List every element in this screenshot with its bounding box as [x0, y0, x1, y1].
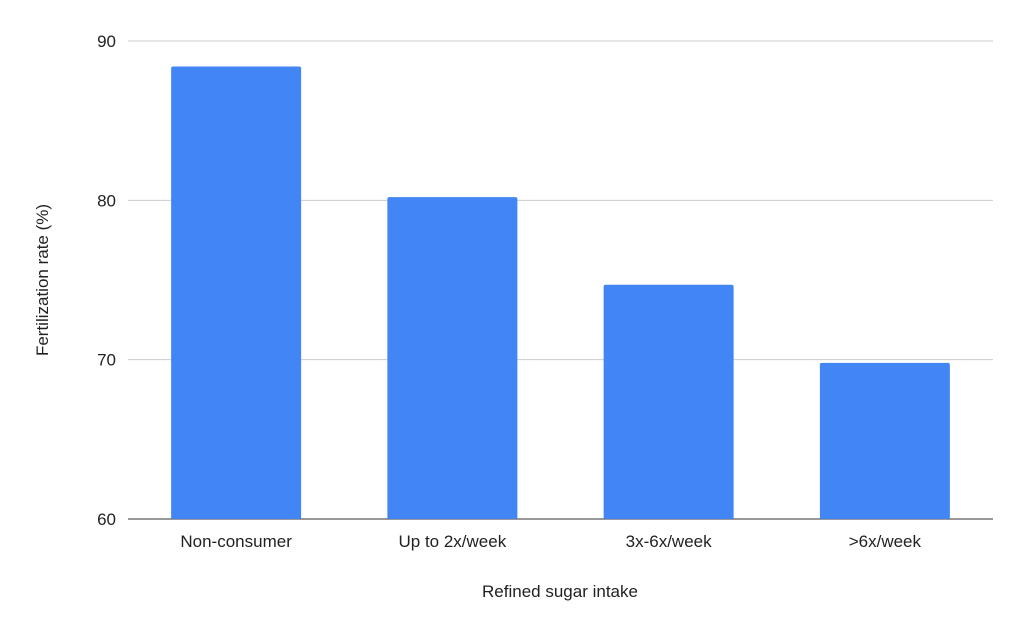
bar [387, 197, 518, 519]
bar [603, 284, 734, 519]
bars [171, 66, 950, 519]
y-tick-label: 80 [97, 191, 116, 210]
bar [819, 362, 950, 519]
x-tick-label: 3x-6x/week [626, 532, 712, 551]
x-tick-label: Up to 2x/week [399, 532, 507, 551]
x-tick-label: >6x/week [849, 532, 922, 551]
x-tick-label: Non-consumer [180, 532, 292, 551]
x-axis-title: Refined sugar intake [482, 582, 638, 601]
x-axis-ticks: Non-consumer Up to 2x/week 3x-6x/week >6x/w… [180, 532, 921, 551]
y-axis-ticks: 60 70 80 90 [97, 32, 116, 529]
y-tick-label: 70 [97, 351, 116, 370]
y-tick-label: 60 [97, 510, 116, 529]
bar [171, 66, 302, 519]
y-tick-label: 90 [97, 32, 116, 51]
y-axis-title: Fertilization rate (%) [33, 204, 52, 356]
